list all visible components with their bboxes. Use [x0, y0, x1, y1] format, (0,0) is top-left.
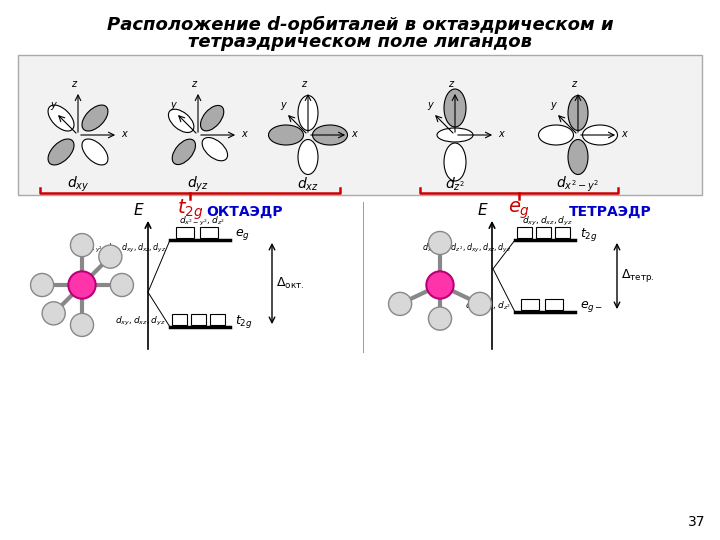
- Ellipse shape: [202, 138, 228, 161]
- Text: $d_{xy},d_{xz},d_{yz}$: $d_{xy},d_{xz},d_{yz}$: [115, 314, 166, 328]
- Ellipse shape: [312, 125, 348, 145]
- Bar: [18, 55, 702, 195]
- Ellipse shape: [539, 125, 574, 145]
- Text: $d_{xy}$: $d_{xy}$: [67, 174, 89, 194]
- Circle shape: [30, 273, 54, 296]
- Text: тетраэдрическом поле лигандов: тетраэдрическом поле лигандов: [188, 33, 532, 51]
- Ellipse shape: [269, 125, 304, 145]
- Text: z: z: [191, 79, 196, 89]
- Text: $\Delta_{\rm тетр.}$: $\Delta_{\rm тетр.}$: [621, 267, 654, 285]
- Text: $d_{x^2-y^2},d_{z^2}$: $d_{x^2-y^2},d_{z^2}$: [465, 300, 511, 313]
- Text: 37: 37: [688, 515, 706, 529]
- Ellipse shape: [582, 125, 618, 145]
- Ellipse shape: [437, 128, 473, 142]
- Text: ТЕТРАЭДР: ТЕТРАЭДР: [569, 205, 652, 219]
- Ellipse shape: [298, 139, 318, 174]
- Text: x: x: [621, 129, 626, 139]
- Circle shape: [468, 292, 492, 315]
- Text: $d_{z^2}$: $d_{z^2}$: [445, 176, 465, 193]
- Bar: [210, 314, 225, 325]
- Text: E: E: [133, 203, 143, 218]
- Text: E: E: [477, 203, 487, 218]
- Bar: [536, 227, 551, 238]
- Text: x: x: [498, 129, 504, 139]
- Ellipse shape: [48, 105, 74, 131]
- Text: z: z: [301, 79, 306, 89]
- Text: y: y: [280, 100, 286, 110]
- Text: x: x: [351, 129, 356, 139]
- Text: x: x: [241, 129, 247, 139]
- Bar: [545, 299, 563, 310]
- Text: $e_g$: $e_g$: [235, 227, 250, 242]
- Text: z: z: [571, 79, 576, 89]
- Circle shape: [428, 307, 451, 330]
- Circle shape: [71, 313, 94, 336]
- Text: x: x: [121, 129, 127, 139]
- Text: $d_{x^2-y^2},d_{z^2},d_{xy},d_{xz},d_{yz}$: $d_{x^2-y^2},d_{z^2},d_{xy},d_{xz},d_{yz…: [76, 241, 166, 254]
- Text: y: y: [170, 100, 176, 110]
- Bar: [172, 314, 187, 325]
- Text: $e_g$: $e_g$: [508, 199, 530, 221]
- Ellipse shape: [568, 96, 588, 131]
- Text: $t_{2g}$: $t_{2g}$: [177, 198, 203, 222]
- Circle shape: [110, 273, 133, 296]
- Circle shape: [428, 232, 451, 254]
- Ellipse shape: [168, 109, 194, 132]
- Ellipse shape: [82, 139, 108, 165]
- Circle shape: [389, 292, 412, 315]
- Bar: [200, 227, 218, 238]
- Circle shape: [99, 245, 122, 268]
- Text: $t_{2g}$: $t_{2g}$: [235, 314, 253, 330]
- Text: $d_{x^2-y^2}$: $d_{x^2-y^2}$: [557, 174, 600, 194]
- Text: $d_{yz}$: $d_{yz}$: [187, 174, 209, 194]
- Text: $d_{xz}$: $d_{xz}$: [297, 176, 319, 193]
- Text: y: y: [427, 100, 433, 110]
- Text: $d_{x^2-y^2},d_{z^2}$: $d_{x^2-y^2},d_{z^2}$: [179, 214, 225, 227]
- Ellipse shape: [82, 105, 108, 131]
- Text: $\Delta_{\rm окт.}$: $\Delta_{\rm окт.}$: [276, 276, 304, 291]
- Text: y: y: [50, 100, 55, 110]
- Bar: [191, 314, 206, 325]
- Bar: [521, 299, 539, 310]
- Ellipse shape: [48, 139, 74, 165]
- Bar: [555, 227, 570, 238]
- Text: z: z: [71, 79, 76, 89]
- Bar: [517, 227, 532, 238]
- Circle shape: [71, 233, 94, 256]
- Text: ОКТАЭДР: ОКТАЭДР: [207, 205, 283, 219]
- Ellipse shape: [444, 143, 466, 181]
- Circle shape: [426, 271, 454, 299]
- Circle shape: [68, 271, 96, 299]
- Text: $d_{x^2-y^2},d_{z^2},d_{xy},d_{xz},d_{yz}$: $d_{x^2-y^2},d_{z^2},d_{xy},d_{xz},d_{yz…: [422, 241, 511, 254]
- Ellipse shape: [200, 105, 224, 131]
- Text: $t_{2g}$: $t_{2g}$: [580, 226, 598, 244]
- Text: z: z: [448, 79, 453, 89]
- Text: $e_{g-}$: $e_{g-}$: [580, 300, 603, 314]
- Ellipse shape: [172, 139, 196, 165]
- Text: $d_{xy},d_{xz},d_{yz}$: $d_{xy},d_{xz},d_{yz}$: [522, 214, 572, 227]
- Ellipse shape: [298, 96, 318, 131]
- Text: Расположение d-орбиталей в октаэдрическом и: Расположение d-орбиталей в октаэдрическо…: [107, 16, 613, 34]
- Text: y: y: [550, 100, 556, 110]
- Circle shape: [42, 302, 66, 325]
- Ellipse shape: [568, 139, 588, 174]
- Bar: [176, 227, 194, 238]
- Ellipse shape: [444, 89, 466, 127]
